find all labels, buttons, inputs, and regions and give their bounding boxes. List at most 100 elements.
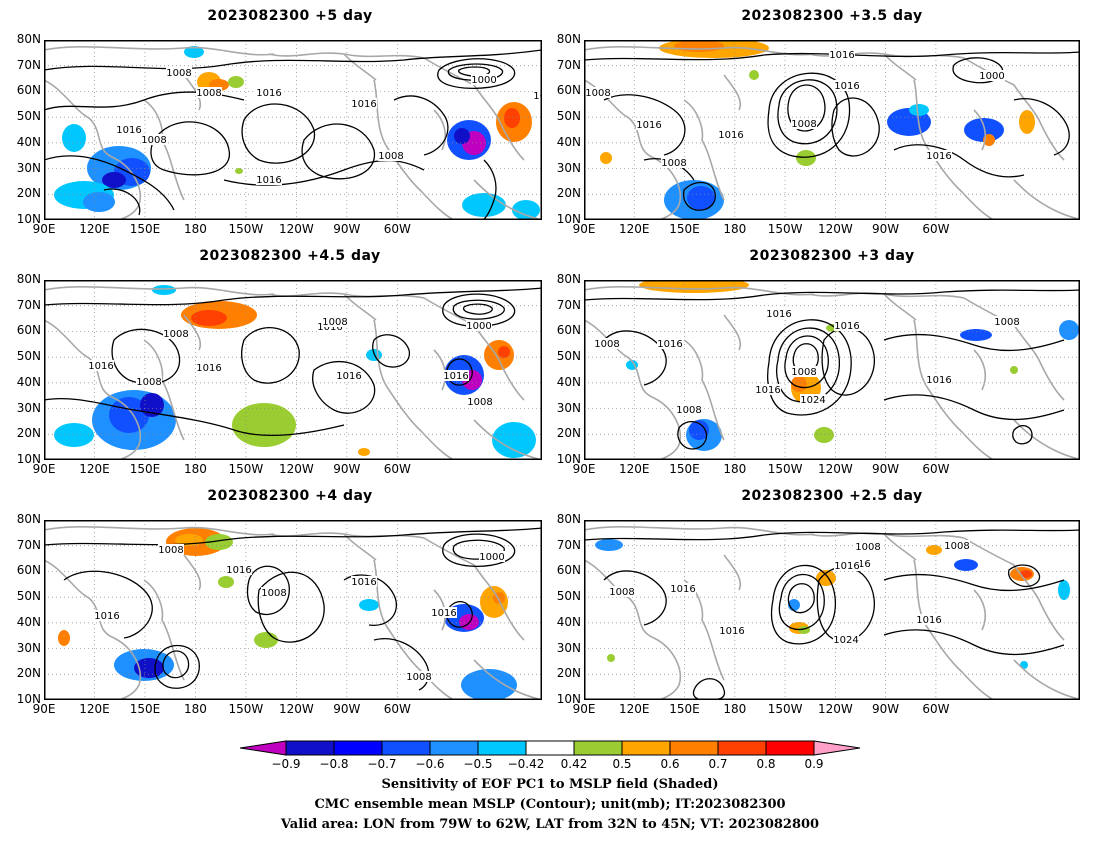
coastline [423, 297, 525, 401]
lon-tick-label: 60W [922, 702, 950, 716]
mslp-contour [150, 121, 230, 176]
contour-label: 1016 [834, 560, 860, 572]
colorbar-label: 0.8 [756, 757, 776, 771]
svg-text:1016: 1016 [351, 577, 376, 588]
lon-tick-label: 120W [278, 462, 314, 476]
colorbar-cell [285, 740, 335, 756]
lat-tick-label: 80N [16, 512, 41, 526]
contour-label: 1016 [533, 90, 542, 102]
coastline [473, 179, 542, 220]
sensitivity-shade [674, 40, 724, 52]
contour-label: 1016 [116, 124, 142, 136]
mslp-contour [372, 334, 411, 368]
svg-text:1016: 1016 [88, 361, 113, 372]
sensitivity-shade [687, 186, 715, 210]
coastline [913, 319, 995, 460]
map-frame [44, 40, 542, 220]
lat-tick-label: 30N [16, 640, 41, 655]
lat-tick-label: 40N [556, 614, 581, 629]
coastline [913, 559, 995, 700]
lon-tick-label: 60W [383, 222, 411, 236]
contour-label: 1016 [670, 583, 696, 595]
lon-tick-label: 180 [723, 462, 747, 476]
svg-text:1008: 1008 [994, 317, 1019, 328]
mslp-contour [603, 94, 686, 156]
lon-tick-label: 150W [228, 702, 264, 716]
contour-label: 1016 [336, 370, 362, 382]
lat-tick-label: 60N [16, 563, 41, 578]
lon-tick-label: 120E [619, 462, 650, 476]
coastline [44, 46, 275, 56]
lat-tick-label: 10N [556, 452, 581, 466]
contour-label: 1008 [322, 316, 348, 328]
mslp-contour [777, 79, 838, 145]
lat-tick-label: 10N [16, 692, 41, 706]
contour-label: 1016 [916, 614, 942, 626]
coastline [683, 99, 725, 201]
mslp-contour [44, 155, 175, 211]
svg-text:1008: 1008 [163, 329, 188, 340]
lon-tick-label: 60W [922, 462, 950, 476]
coastline [373, 79, 455, 220]
mslp-contour [883, 573, 1065, 592]
coastline [723, 74, 742, 111]
mslp-contour [246, 565, 290, 616]
mslp-contour [883, 394, 1065, 421]
coastline [423, 537, 525, 641]
contour-label: 1000 [471, 74, 497, 86]
lon-tick-label: 150E [129, 222, 161, 236]
sensitivity-shade [512, 200, 540, 220]
svg-text:1016: 1016 [351, 99, 376, 110]
lon-tick-label: 150E [669, 462, 700, 476]
mslp-contour [1013, 98, 1070, 156]
coastline [683, 339, 725, 441]
coastline [1013, 659, 1080, 700]
sensitivity-shade [689, 420, 709, 440]
svg-text:1016: 1016 [226, 565, 251, 576]
lat-tick-label: 20N [16, 186, 41, 201]
lon-tick-label: 120E [619, 222, 650, 236]
colorbar-label: −0.7 [367, 757, 397, 771]
contour-label: 1016 [256, 174, 282, 186]
contour-label: 1016 [431, 607, 457, 619]
lon-tick-label: 90E [572, 222, 596, 236]
svg-text:1000: 1000 [479, 552, 504, 563]
contour-label: 1024 [800, 394, 826, 406]
lat-tick-label: 60N [556, 323, 581, 338]
svg-text:1016: 1016 [256, 175, 281, 186]
sensitivity-shade [1020, 570, 1032, 578]
sensitivity-shade [152, 285, 176, 295]
coastline [183, 554, 202, 591]
lat-tick-label: 40N [556, 134, 581, 149]
svg-text:1008: 1008 [261, 588, 286, 599]
coastline [883, 293, 917, 321]
coastline [143, 339, 185, 441]
lat-tick-label: 20N [556, 426, 581, 441]
lon-tick-label: 90E [572, 702, 596, 716]
contour-label: 1008 [676, 404, 702, 416]
svg-text:1016: 1016 [834, 81, 859, 92]
sensitivity-shade [191, 310, 227, 326]
colorbar-cell [240, 740, 287, 756]
mslp-contour [452, 299, 505, 320]
lat-tick-label: 40N [16, 614, 41, 629]
mslp-contour [442, 533, 516, 567]
lon-tick-label: 120W [817, 222, 853, 236]
mslp-contour [373, 638, 430, 691]
contour-label: 1008 [791, 366, 817, 378]
contour-label: 1000 [979, 70, 1005, 82]
colorbar-cell [717, 740, 767, 756]
mslp-contour [442, 293, 516, 327]
lat-tick-label: 40N [16, 374, 41, 389]
lon-tick-label: 90W [333, 222, 361, 236]
lon-tick-label: 90W [333, 702, 361, 716]
coastline [373, 319, 455, 460]
coastline [44, 526, 275, 536]
lat-tick-label: 10N [556, 692, 581, 706]
lon-tick-label: 90E [572, 462, 596, 476]
svg-text:1008: 1008 [609, 587, 634, 598]
sensitivity-shade [749, 70, 759, 80]
coastline [433, 349, 446, 391]
coastline [1013, 419, 1080, 460]
